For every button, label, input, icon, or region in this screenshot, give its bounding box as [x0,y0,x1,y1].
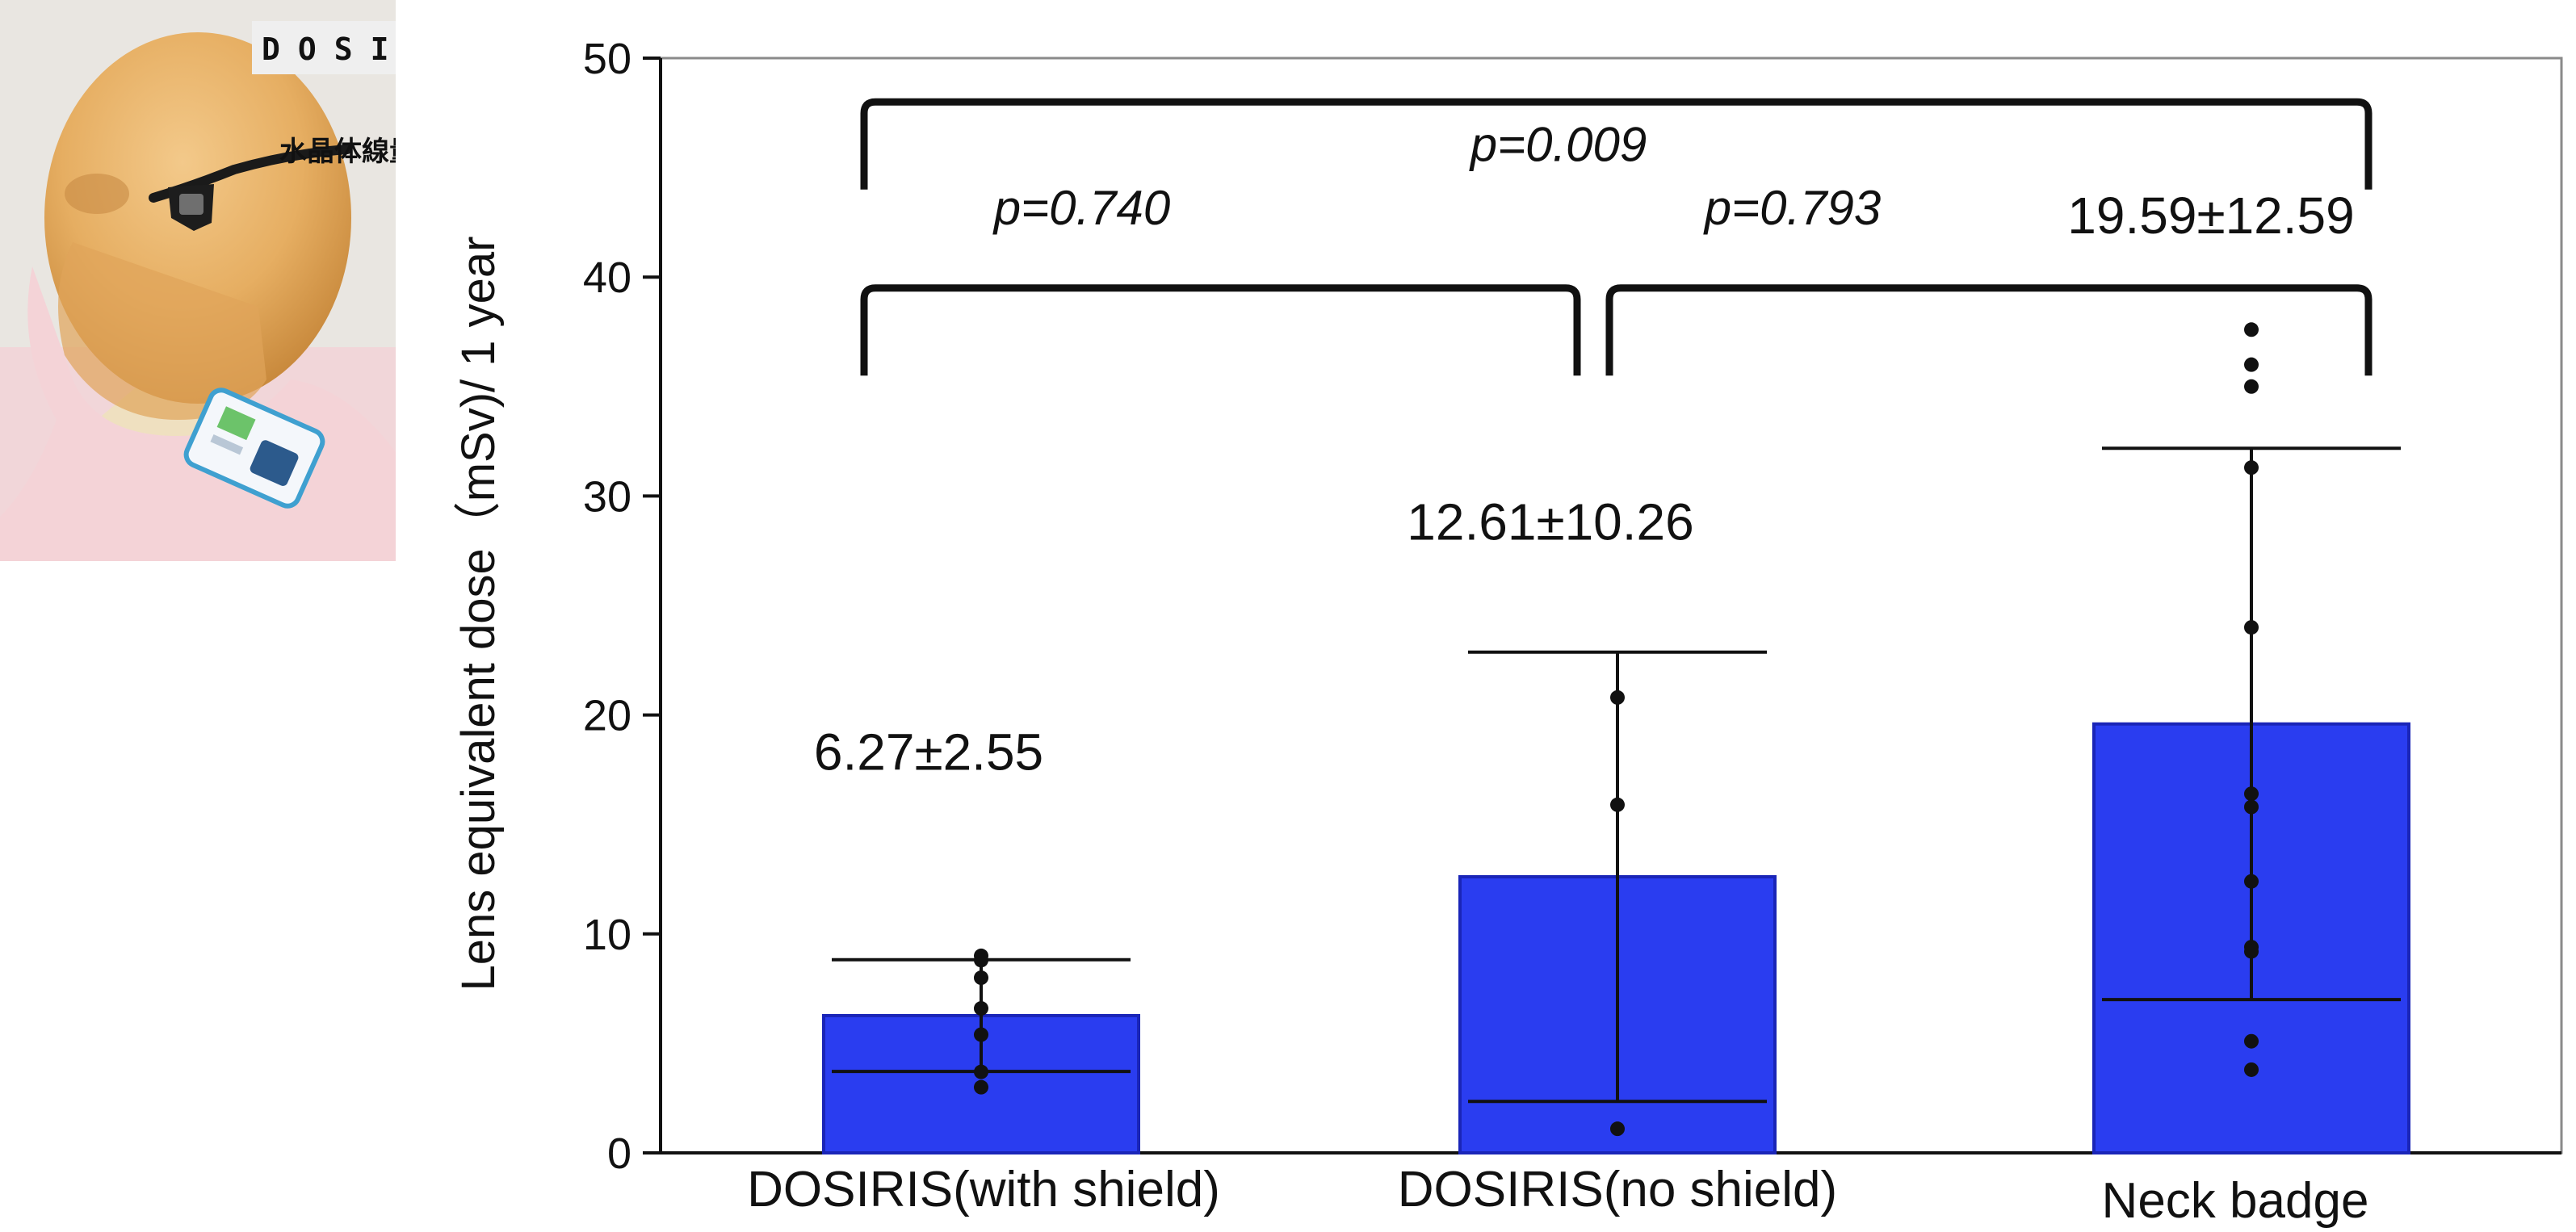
data-point [974,953,988,968]
data-point [974,970,988,986]
p-value-label: p=0.009 [1469,117,1647,171]
data-point [2244,944,2259,959]
data-point [974,1001,988,1016]
mannequin-illustration [0,0,396,561]
y-tick-label: 50 [583,35,631,83]
significance-bracket [860,98,2373,190]
data-point [2244,379,2259,394]
significance-brackets: p=0.009 p=0.740 p=0.793 [860,98,2373,376]
y-tick-label: 0 [607,1129,631,1178]
data-point [2244,460,2259,476]
data-point [1610,689,1625,705]
data-point [2244,1033,2259,1049]
data-points [974,322,2259,1137]
device-name: DOSIRIS [262,31,396,67]
category-label: DOSIRIS(no shield) [1398,1162,1837,1217]
data-point [974,1079,988,1095]
data-point [2244,799,2259,815]
value-label: 6.27±2.55 [814,723,1043,781]
y-tick-label: 40 [583,254,631,302]
device-caption: DOSIRIS [252,21,396,74]
value-label: 12.61±10.26 [1407,493,1693,551]
device-subtitle: 水晶体線量計 [279,136,396,168]
data-point [2244,1062,2259,1077]
category-label: Neck badge [2102,1173,2369,1229]
value-label: 19.59±12.59 [2067,186,2354,245]
value-labels: 6.27±2.55 12.61±10.26 19.59±12.59 [814,186,2355,781]
data-point [2244,620,2259,635]
y-tick-label: 10 [583,911,631,959]
dosimeter-photo: DOSIRIS 水晶体線量計 [0,0,396,561]
significance-bracket [860,284,1581,376]
p-value-label: p=0.793 [1703,181,1882,235]
y-tick-label: 30 [583,472,631,521]
data-point [974,1064,988,1079]
data-point [2244,786,2259,802]
significance-bracket [1605,284,2373,376]
y-axis-label: Lens equivalent dose（mSv)/ 1 year [452,237,505,991]
x-axis: DOSIRIS(with shield) DOSIRIS(no shield) Ne… [747,1162,2368,1229]
data-point [974,1027,988,1042]
data-point [2244,322,2259,337]
y-tick-label: 20 [583,692,631,740]
category-label: DOSIRIS(with shield) [747,1162,1220,1217]
data-point [1610,797,1625,812]
y-axis: 0 10 20 30 40 50 [583,35,661,1178]
error-bars [832,446,2401,1104]
p-value-label: p=0.740 [992,181,1171,235]
data-point [2244,357,2259,372]
data-point [2244,874,2259,889]
data-point [1610,1121,1625,1137]
